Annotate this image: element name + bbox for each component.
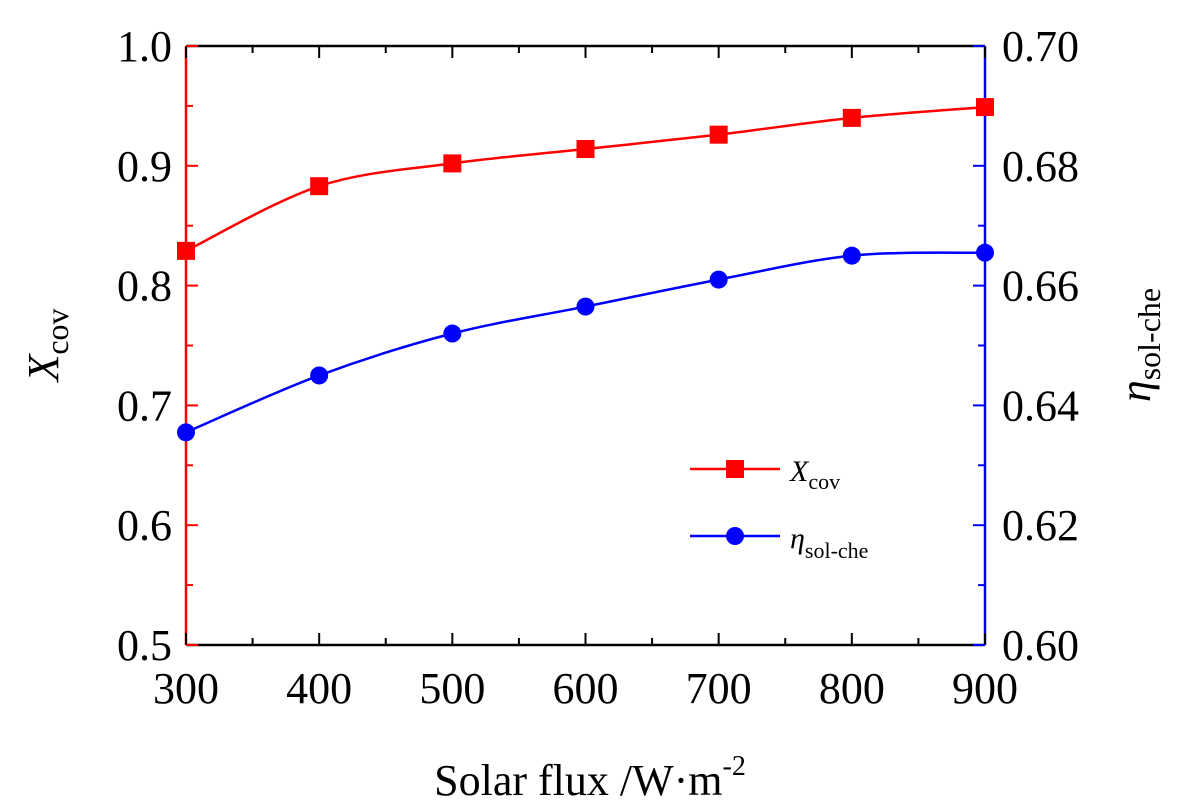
left-axis-title: Xcov (19, 308, 75, 383)
right-tick-label: 0.60 (1002, 621, 1079, 670)
data-point-eta (842, 246, 861, 265)
data-point-xcov (443, 154, 462, 173)
right-tick-label: 0.66 (1002, 262, 1079, 311)
right-axis-title-main: η (1111, 380, 1160, 402)
left-tick-label: 0.8 (117, 262, 172, 311)
legend-label-xcov-sub: cov (808, 469, 840, 494)
legend-label-eta-main: η (790, 522, 805, 555)
x-tick-label: 800 (819, 664, 885, 713)
x-axis-title-text: Solar flux /W·m (434, 756, 722, 805)
right-tick-label: 0.64 (1002, 381, 1079, 430)
left-axis-ticks: 0.5 0.6 0.7 0.8 0.9 1.0 (117, 22, 198, 670)
data-point-eta (576, 297, 595, 316)
legend-label-xcov-main: X (789, 455, 810, 488)
right-tick-label: 0.70 (1002, 22, 1079, 71)
legend-label-eta: ηsol-che (790, 522, 868, 563)
data-point-xcov (177, 241, 195, 260)
left-tick-label: 0.5 (117, 621, 172, 670)
right-axis-title: ηsol-che (1111, 288, 1167, 402)
data-point-xcov (576, 140, 595, 159)
data-point-eta (177, 423, 195, 442)
left-tick-label: 1.0 (117, 22, 172, 71)
left-tick-label: 0.9 (117, 142, 172, 191)
x-tick-label: 500 (419, 664, 485, 713)
data-point-eta (976, 243, 994, 262)
x-tick-label: 600 (553, 664, 619, 713)
right-axis-title-sub: sol-che (1131, 288, 1167, 380)
series-line-xcov (185, 105, 986, 252)
series-line-eta (185, 251, 986, 434)
x-tick-label: 700 (686, 664, 752, 713)
x-tick-label: 400 (286, 664, 352, 713)
legend-marker-eta (726, 527, 744, 545)
data-point-xcov (709, 125, 728, 144)
x-axis-title: Solar flux /W·m-2 (434, 751, 746, 805)
data-point-xcov (842, 108, 861, 127)
data-point-xcov (310, 177, 329, 196)
right-tick-label: 0.68 (1002, 142, 1079, 191)
data-point-eta (709, 270, 728, 289)
x-axis-ticks: 300 400 500 600 700 800 900 (153, 46, 1018, 713)
legend-label-xcov: Xcov (789, 455, 840, 494)
left-tick-label: 0.7 (117, 381, 172, 430)
data-point-eta (443, 324, 462, 343)
legend-label-eta-sub: sol-che (805, 538, 869, 563)
x-axis-title-superscript: -2 (723, 751, 746, 782)
legend: Xcov ηsol-che (690, 455, 868, 563)
right-tick-label: 0.62 (1002, 501, 1079, 550)
data-point-xcov (976, 98, 994, 117)
data-point-eta (310, 366, 329, 385)
left-tick-label: 0.6 (117, 501, 172, 550)
x-tick-label: 900 (952, 664, 1018, 713)
left-axis-title-sub: cov (39, 308, 75, 354)
legend-marker-xcov (726, 460, 744, 478)
left-axis-title-main: X (19, 353, 68, 384)
x-tick-label: 300 (153, 664, 219, 713)
series-layer (177, 98, 994, 442)
right-axis-ticks: 0.60 0.62 0.64 0.66 0.68 0.70 (973, 22, 1079, 670)
